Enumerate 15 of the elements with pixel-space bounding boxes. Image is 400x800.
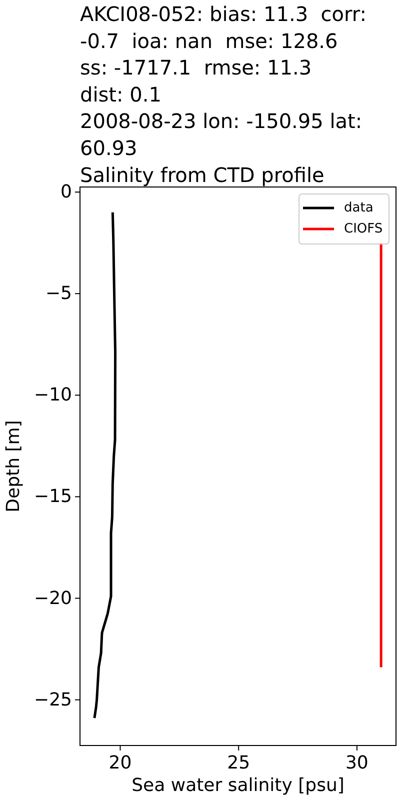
legend-label: data <box>344 200 374 216</box>
y-axis-title: Depth [m] <box>3 420 24 512</box>
x-tick-label: 20 <box>108 752 132 774</box>
y-tick-label: −15 <box>34 486 72 508</box>
y-tick-label: −25 <box>34 689 72 710</box>
y-tick-label: −10 <box>34 384 72 406</box>
line-series <box>93 211 117 720</box>
y-tick-label: −5 <box>45 283 72 304</box>
x-tick-label: 25 <box>227 752 250 774</box>
y-tick-label: −20 <box>34 588 72 609</box>
legend-label: CIOFS <box>344 222 383 236</box>
x-axis-title: Sea water salinity [psu] <box>132 775 344 796</box>
x-tick-label: 30 <box>345 752 368 774</box>
chart-title: AKCI08-052: bias: 11.3 corr: -0.7 ioa: nan mse: 128.6 ss: -1717.1 rmse: 11.3 dist: 0.1 2008-08-23 lon: -150.95 lat: 60.93 Salinity from CTD profile <box>80 2 366 187</box>
y-tick-label: 0 <box>60 182 72 203</box>
